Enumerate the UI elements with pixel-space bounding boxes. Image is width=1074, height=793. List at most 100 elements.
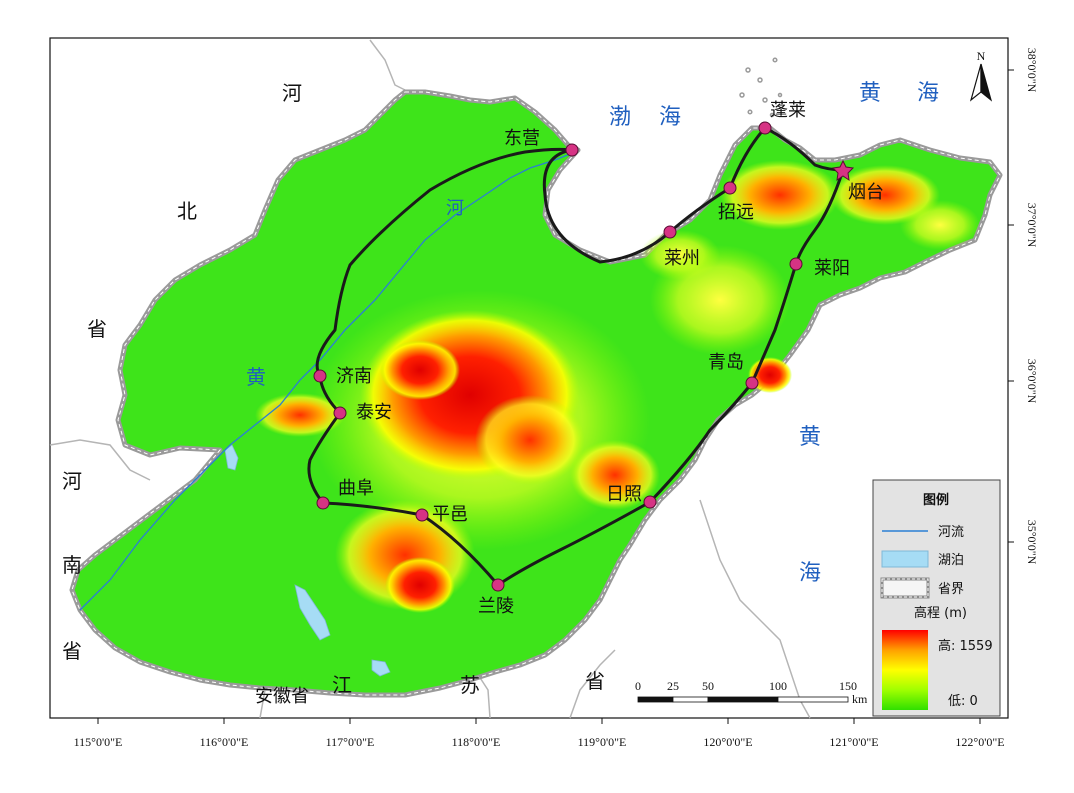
region-labels: 河 北 省 河 南 省 江 苏 省 安徽省 bbox=[62, 81, 605, 707]
region-label-henan-1: 河 bbox=[62, 469, 82, 493]
legend-elevation-title: 高程 (m) bbox=[914, 605, 967, 621]
city-marker bbox=[789, 257, 803, 271]
city-penglai: 蓬莱 bbox=[758, 100, 806, 135]
region-label-hebei-1: 河 bbox=[282, 81, 302, 105]
longitude-label: 116°0'0"E bbox=[200, 735, 249, 749]
scale-bar: 0 25 50 100 150 km bbox=[635, 679, 868, 706]
sea-label-huanghai-e-1: 黄 bbox=[799, 425, 821, 450]
legend-lake-icon bbox=[881, 550, 929, 568]
city-marker bbox=[663, 225, 677, 239]
city-markers: 东营 蓬莱 烟台 招远 莱州 莱阳 青岛 日照 bbox=[313, 100, 884, 617]
city-star-marker-icon bbox=[831, 159, 855, 182]
city-label: 烟台 bbox=[848, 182, 884, 203]
city-label: 日照 bbox=[606, 484, 642, 505]
city-lanling: 兰陵 bbox=[478, 578, 514, 617]
legend-title: 图例 bbox=[923, 492, 949, 508]
longitude-label: 121°0'0"E bbox=[829, 735, 878, 749]
scale-tick-label: 100 bbox=[769, 679, 787, 693]
islands bbox=[739, 57, 783, 118]
elevation-relief bbox=[255, 160, 980, 613]
region-label-jiangsu-3: 省 bbox=[585, 669, 605, 693]
region-label-hebei-3: 省 bbox=[87, 317, 107, 341]
elevation-color-ramp bbox=[882, 630, 928, 710]
city-label: 招远 bbox=[718, 202, 754, 223]
city-marker bbox=[415, 508, 429, 522]
longitude-axis: 115°0'0"E 116°0'0"E 117°0'0"E 118°0'0"E … bbox=[74, 718, 1005, 749]
city-label: 济南 bbox=[336, 366, 372, 387]
scale-tick-label: 150 bbox=[839, 679, 857, 693]
legend-item-river: 河流 bbox=[938, 525, 964, 540]
region-label-henan-2: 南 bbox=[62, 553, 82, 577]
city-laizhou: 莱州 bbox=[663, 225, 700, 269]
city-label: 莱阳 bbox=[814, 258, 850, 279]
lakes bbox=[224, 444, 391, 677]
city-marker bbox=[565, 143, 579, 157]
city-marker bbox=[758, 121, 772, 135]
city-label: 莱州 bbox=[664, 248, 700, 269]
longitude-label: 117°0'0"E bbox=[326, 735, 375, 749]
city-yantai: 烟台 bbox=[831, 159, 884, 203]
region-label-jiangsu-1: 江 bbox=[332, 673, 352, 697]
city-label: 平邑 bbox=[432, 504, 468, 525]
legend-elevation-low: 低: 0 bbox=[948, 694, 978, 709]
legend-elevation-high: 高: 1559 bbox=[938, 638, 993, 654]
city-marker bbox=[316, 496, 330, 510]
latitude-label: 37°0'0"N bbox=[1025, 203, 1039, 248]
city-label: 曲阜 bbox=[338, 478, 374, 499]
city-marker bbox=[723, 181, 737, 195]
neighbor-borders bbox=[49, 39, 811, 719]
latitude-axis: 38°0'0"N 37°0'0"N 36°0'0"N 35°0'0"N bbox=[1008, 48, 1039, 565]
city-dongying: 东营 bbox=[504, 128, 579, 157]
city-label: 青岛 bbox=[708, 352, 744, 373]
city-qufu: 曲阜 bbox=[316, 478, 374, 510]
latitude-label: 35°0'0"N bbox=[1025, 520, 1039, 565]
city-pingyi: 平邑 bbox=[415, 504, 468, 525]
city-jinan: 济南 bbox=[313, 366, 372, 387]
sea-label-bohai-1: 渤 bbox=[609, 105, 631, 130]
legend-border-icon bbox=[880, 577, 930, 599]
city-marker bbox=[333, 406, 347, 420]
scale-tick-label: 25 bbox=[667, 679, 679, 693]
city-taian: 泰安 bbox=[333, 402, 392, 423]
river-label-huang: 黄 bbox=[246, 365, 266, 389]
city-marker bbox=[643, 495, 657, 509]
latitude-label: 38°0'0"N bbox=[1025, 48, 1039, 93]
longitude-label: 118°0'0"E bbox=[452, 735, 501, 749]
water-labels: 渤 海 黄 海 黄 海 黄 河 bbox=[246, 81, 939, 586]
city-label: 东营 bbox=[504, 128, 540, 149]
longitude-label: 120°0'0"E bbox=[703, 735, 752, 749]
city-label: 泰安 bbox=[356, 402, 392, 423]
sea-label-huanghai-ne-1: 黄 bbox=[859, 81, 881, 106]
legend-item-lake: 湖泊 bbox=[938, 553, 964, 568]
region-label-henan-3: 省 bbox=[62, 639, 82, 663]
sea-label-huanghai-e-2: 海 bbox=[799, 561, 821, 586]
city-label: 蓬莱 bbox=[770, 100, 806, 121]
city-marker bbox=[745, 376, 759, 390]
sea-label-huanghai-ne-2: 海 bbox=[917, 81, 939, 106]
city-zhaoyuan: 招远 bbox=[718, 181, 754, 223]
scale-unit: km bbox=[852, 692, 868, 706]
city-laiyang: 莱阳 bbox=[789, 257, 850, 279]
city-marker bbox=[491, 578, 505, 592]
city-label: 兰陵 bbox=[478, 596, 514, 617]
scale-tick-label: 50 bbox=[702, 679, 714, 693]
yellow-river bbox=[79, 151, 576, 611]
city-rizhao: 日照 bbox=[606, 484, 657, 509]
sea-label-bohai-2: 海 bbox=[659, 105, 681, 130]
latitude-label: 36°0'0"N bbox=[1025, 359, 1039, 404]
longitude-label: 115°0'0"E bbox=[74, 735, 123, 749]
city-qingdao: 青岛 bbox=[708, 352, 759, 390]
longitude-label: 122°0'0"E bbox=[955, 735, 1004, 749]
region-label-jiangsu-2: 苏 bbox=[460, 673, 480, 697]
legend: 图例 河流 湖泊 省界 高程 (m) 高: 1559 低: 0 bbox=[872, 479, 1001, 717]
city-marker bbox=[313, 369, 327, 383]
region-label-hebei-2: 北 bbox=[177, 199, 197, 223]
north-arrow-icon: N bbox=[969, 49, 993, 102]
region-label-anhui: 安徽省 bbox=[255, 686, 309, 707]
legend-item-border: 省界 bbox=[938, 582, 964, 597]
north-letter: N bbox=[977, 49, 986, 63]
scale-tick-label: 0 bbox=[635, 679, 641, 693]
river-label-he: 河 bbox=[446, 198, 464, 219]
longitude-label: 119°0'0"E bbox=[578, 735, 627, 749]
